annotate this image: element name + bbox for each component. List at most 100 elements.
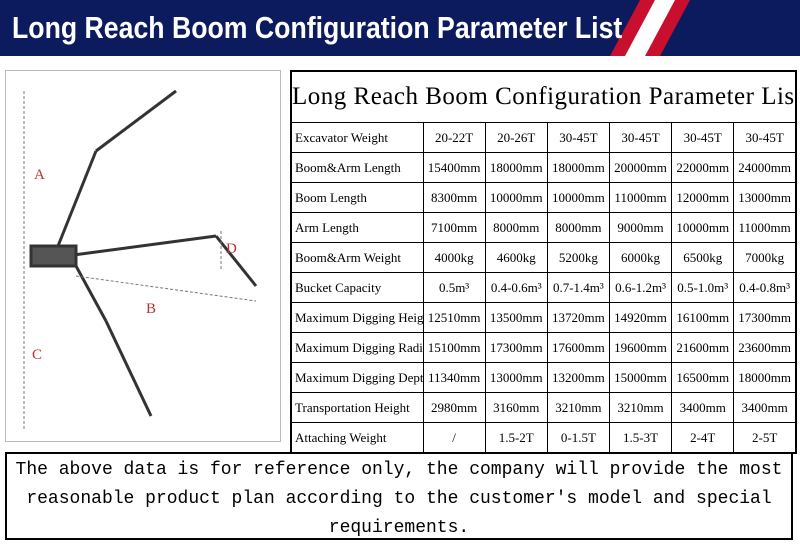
row-header: Bucket Capacity — [290, 272, 424, 303]
table-cell: 0.5-1.0m³ — [671, 272, 735, 303]
row-header: Boom&Arm Weight — [290, 242, 424, 273]
table-cell: 10000mm — [546, 182, 610, 213]
dimension-label: C — [32, 347, 42, 363]
dimension-label: B — [146, 301, 156, 317]
table-cell: 0.4-0.8m³ — [733, 272, 797, 303]
table-row: Attaching Weight/1.5-2T 0-1.5T 1.5-3T 2-4T 2… — [290, 422, 797, 454]
table-cell: 4000kg — [422, 242, 486, 273]
table-cell: 1.5-3T — [608, 422, 673, 454]
table-cell: 0.4-0.6m³ — [484, 272, 548, 303]
header-line — [0, 56, 800, 62]
header-title: Long Reach Boom Configuration Parameter … — [12, 10, 623, 45]
table-cell: 15100mm — [422, 332, 486, 363]
table-cell: 0-1.5T — [546, 422, 610, 454]
table-cell: 6000kg — [608, 242, 673, 273]
table-cell: 11000mm — [608, 182, 673, 213]
table-cell: 7100mm — [422, 212, 486, 243]
table-row: Boom Length 8300mm 10000mm 10000mm 11000mm 12… — [290, 182, 797, 213]
table-cell: 7000kg — [733, 242, 797, 273]
table-cell: 22000mm — [671, 152, 735, 183]
boom-drawing — [29, 89, 258, 417]
row-header: Maximum Digging Height — [290, 302, 424, 333]
dimension-label: A — [34, 167, 45, 183]
row-header: Boom&Arm Length — [290, 152, 424, 183]
table-cell: 20-22T — [422, 122, 486, 153]
table-cell: 13720mm — [546, 302, 610, 333]
table-cell: 12510mm — [422, 302, 486, 333]
table-row: Transportation Height 2980mm 3160mm 3210mm 3… — [290, 392, 797, 423]
table-cell: 3160mm — [484, 392, 548, 423]
table-cell: 10000mm — [484, 182, 548, 213]
table-cell: 5200kg — [546, 242, 610, 273]
table-cell: 23600mm — [733, 332, 797, 363]
table-cell: 13500mm — [484, 302, 548, 333]
table-cell: 2-4T — [671, 422, 735, 454]
table-cell: 12000mm — [671, 182, 735, 213]
dimension-label: D — [226, 241, 237, 257]
parameter-table: Long Reach Boom Configuration Parameter … — [290, 70, 797, 454]
table-cell: 21600mm — [671, 332, 735, 363]
table-cell: 2980mm — [422, 392, 486, 423]
table-row: Boom&Arm Weight 4000kg 4600kg 5200kg 6000kg 6… — [290, 242, 797, 273]
table-cell: 30-45T — [671, 122, 735, 153]
table-cell: 10000mm — [671, 212, 735, 243]
row-header: Arm Length — [290, 212, 424, 243]
table-cell: 18000mm — [546, 152, 610, 183]
row-header: Excavator Weight — [290, 122, 424, 153]
table-cell: 17300mm — [484, 332, 548, 363]
table-cell: 17600mm — [546, 332, 610, 363]
header-stripe — [625, 0, 675, 56]
table-cell: 11000mm — [733, 212, 797, 243]
header — [0, 0, 800, 62]
table-row: Excavator Weight 20-22T 20-26T 30-45T 30-45T… — [290, 122, 797, 153]
table-cell: 14920mm — [608, 302, 673, 333]
table-title: Long Reach Boom Configuration Parameter … — [290, 70, 797, 123]
table-cell: 6500kg — [671, 242, 735, 273]
table-cell: 15000mm — [608, 362, 673, 393]
table-cell: 19600mm — [608, 332, 673, 363]
table-cell: 30-45T — [608, 122, 673, 153]
table-cell: 0.7-1.4m³ — [546, 272, 610, 303]
dimension-lines — [23, 91, 257, 431]
table-cell: 8000mm — [546, 212, 610, 243]
table-cell: 3400mm — [671, 392, 735, 423]
table-cell: 0.5m³ — [422, 272, 486, 303]
table-cell: / — [422, 422, 486, 454]
table-cell: 3210mm — [546, 392, 610, 423]
row-header: Maximum Digging Depth — [290, 362, 424, 393]
table-cell: 8000mm — [484, 212, 548, 243]
table-row: Boom&Arm Length 15400mm 18000mm 18000mm 2000… — [290, 152, 797, 183]
table-cell: 0.6-1.2m³ — [608, 272, 673, 303]
table-cell: 9000mm — [608, 212, 673, 243]
table-cell: 18000mm — [484, 152, 548, 183]
table-cell: 30-45T — [733, 122, 797, 153]
table-cell: 13000mm — [484, 362, 548, 393]
note: The above data is for reference only, th… — [5, 452, 793, 540]
table-cell: 16100mm — [671, 302, 735, 333]
table-cell: 11340mm — [422, 362, 486, 393]
table-row: Maximum Digging Radius 15100mm 17300mm 1760… — [290, 332, 797, 363]
table-row: Bucket Capacity 0.5m³ 0.4-0.6m³ 0.7-1.4m³ 0.… — [290, 272, 797, 303]
table-cell: 20000mm — [608, 152, 673, 183]
table-row: Maximum Digging Depth 11340mm 13000mm 13200… — [290, 362, 797, 393]
table-cell: 15400mm — [422, 152, 486, 183]
row-header: Maximum Digging Radius — [290, 332, 424, 363]
table-cell: 3210mm — [608, 392, 673, 423]
table-cell: 13000mm — [733, 182, 797, 213]
table-cell: 30-45T — [546, 122, 610, 153]
table-title-row: Long Reach Boom Configuration Parameter … — [290, 70, 797, 123]
table-cell: 16500mm — [671, 362, 735, 393]
table-cell: 1.5-2T — [484, 422, 548, 454]
table-cell: 4600kg — [484, 242, 548, 273]
table-cell: 17300mm — [733, 302, 797, 333]
table-cell: 3400mm — [733, 392, 797, 423]
table-cell: 20-26T — [484, 122, 548, 153]
table-cell: 18000mm — [733, 362, 797, 393]
table-cell: 24000mm — [733, 152, 797, 183]
row-header: Attaching Weight — [290, 422, 424, 454]
row-header: Transportation Height — [290, 392, 424, 423]
row-header: Boom Length — [290, 182, 424, 213]
boom-diagram: A B C D — [5, 70, 281, 442]
table-row: Maximum Digging Height 12510mm 13500mm 1372… — [290, 302, 797, 333]
